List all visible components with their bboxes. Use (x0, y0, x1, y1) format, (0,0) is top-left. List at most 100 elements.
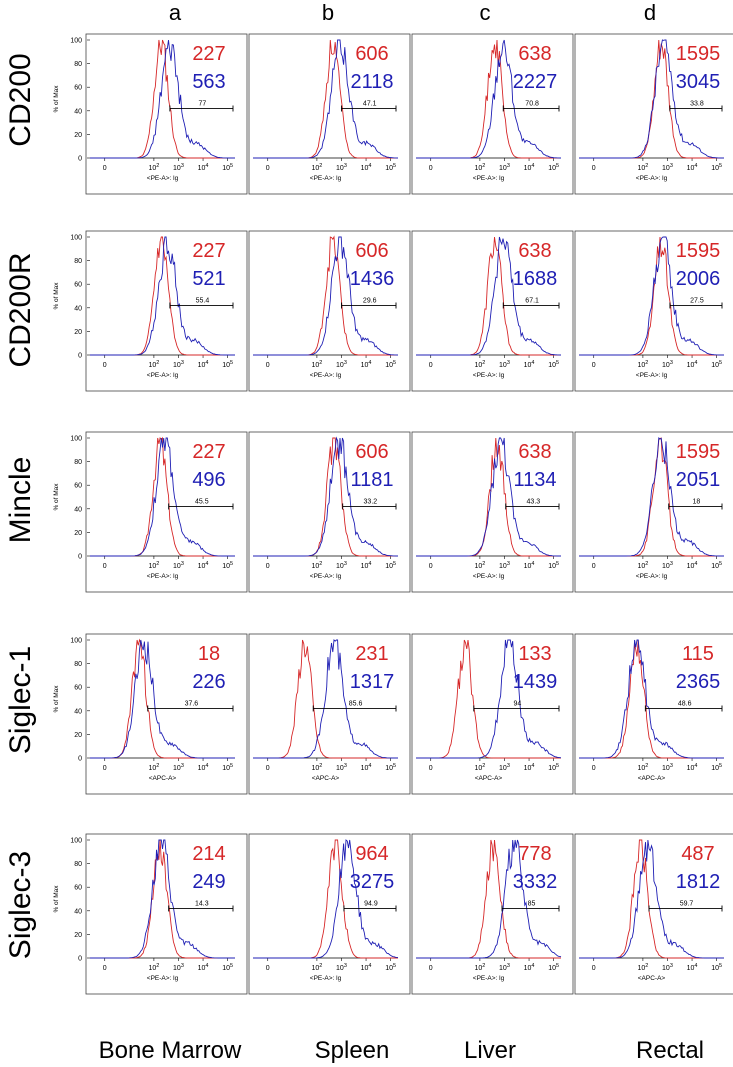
stain-histogram-line (90, 639, 235, 759)
y-tick-label: 60 (74, 85, 82, 92)
mfi-stain: 2118 (350, 71, 393, 93)
x-tick-label: 103 (499, 163, 510, 172)
y-tick-label: 100 (70, 638, 82, 645)
row-label-siglec-1: Siglec-1 (4, 646, 37, 754)
x-tick-label: 105 (548, 360, 559, 369)
x-tick-label: 0 (592, 563, 596, 570)
x-tick-label: 102 (311, 963, 322, 972)
x-tick-label: 104 (361, 963, 372, 972)
x-tick-label: 104 (524, 163, 535, 172)
x-tick-label: 105 (711, 561, 722, 570)
x-tick-label: 102 (637, 763, 648, 772)
gate-percentage: 55.4 (196, 297, 210, 304)
mfi-isotype: 214 (192, 843, 225, 865)
panel-frame (248, 633, 411, 795)
x-tick-label: 103 (499, 360, 510, 369)
mfi-isotype: 231 (355, 643, 388, 665)
mfi-isotype: 638 (518, 441, 551, 463)
mfi-isotype: 227 (192, 441, 225, 463)
gate-percentage: 47.1 (363, 100, 377, 107)
x-tick-label: 0 (266, 563, 270, 570)
y-tick-label: 40 (74, 108, 82, 115)
x-tick-label: 104 (198, 561, 209, 570)
column-letter-d: d (644, 0, 656, 25)
column-letter-a: a (169, 0, 182, 25)
panel-siglec-1-a: 0 20 40 60 80 100 % of Max 0 102 103 104 105 <APC-A>… (53, 633, 248, 795)
x-tick-label: 102 (474, 163, 485, 172)
mfi-isotype: 227 (192, 43, 225, 65)
x-tick-label: 104 (524, 763, 535, 772)
stain-histogram-line (579, 839, 724, 959)
mfi-stain: 2006 (676, 268, 721, 290)
gate-percentage: 43.3 (527, 498, 541, 505)
x-tick-label: 0 (592, 965, 596, 972)
x-tick-label: 102 (474, 360, 485, 369)
stain-histogram-line (416, 236, 561, 356)
tissue-label-spleen: Spleen (315, 1037, 390, 1064)
panel-mincle-a: 0 20 40 60 80 100 % of Max 0 102 103 104 105 <PE-A>:… (53, 431, 248, 593)
gate-percentage: 94 (513, 700, 521, 707)
y-axis-label: % of Max (53, 282, 60, 310)
x-axis-label: <PE-A>: lg (473, 573, 505, 580)
x-tick-label: 0 (266, 165, 270, 172)
x-tick-label: 102 (637, 360, 648, 369)
mfi-stain: 1181 (350, 469, 393, 491)
column-letter-b: b (322, 0, 334, 25)
x-tick-label: 0 (429, 362, 433, 369)
gate-percentage: 85 (528, 900, 536, 907)
x-tick-label: 103 (336, 360, 347, 369)
x-axis-label: <PE-A>: lg (473, 975, 505, 982)
x-tick-label: 0 (266, 965, 270, 972)
x-tick-label: 105 (385, 763, 396, 772)
stain-histogram-line (90, 236, 235, 356)
y-tick-label: 20 (74, 932, 82, 939)
x-tick-label: 103 (662, 561, 673, 570)
panel-siglec-1-d: 0 102 103 104 105 <APC-A> 48.6 115 2365 (574, 633, 733, 795)
mfi-stain: 3332 (513, 871, 558, 893)
x-tick-label: 104 (361, 163, 372, 172)
y-tick-label: 40 (74, 908, 82, 915)
x-tick-label: 103 (499, 963, 510, 972)
mfi-stain: 2051 (676, 469, 721, 491)
x-tick-label: 0 (429, 165, 433, 172)
mfi-stain: 1812 (676, 871, 721, 893)
mfi-stain: 1317 (350, 671, 395, 693)
gate-percentage: 18 (692, 498, 700, 505)
mfi-stain: 1688 (513, 268, 558, 290)
panel-frame (411, 633, 574, 795)
tissue-label-rectal: Rectal (636, 1037, 704, 1064)
x-tick-label: 0 (592, 165, 596, 172)
y-tick-label: 0 (78, 756, 82, 763)
x-tick-label: 103 (662, 763, 673, 772)
stain-histogram-line (253, 436, 398, 557)
y-tick-label: 0 (78, 353, 82, 360)
gate-percentage: 77 (199, 100, 207, 107)
x-axis-label: <PE-A>: lg (473, 372, 505, 379)
mfi-stain: 3045 (676, 71, 721, 93)
x-tick-label: 105 (711, 963, 722, 972)
x-tick-label: 0 (592, 362, 596, 369)
x-tick-label: 0 (266, 765, 270, 772)
panel-frame (411, 230, 574, 392)
gate-percentage: 37.6 (185, 700, 199, 707)
mfi-isotype: 1595 (676, 43, 721, 65)
panel-frame (85, 230, 248, 392)
x-tick-label: 103 (173, 763, 184, 772)
x-tick-label: 105 (222, 360, 233, 369)
x-tick-label: 102 (311, 163, 322, 172)
y-axis-label: % of Max (53, 85, 60, 113)
mfi-stain: 2365 (676, 671, 721, 693)
column-letters: a b c d (169, 0, 656, 25)
mfi-stain: 1439 (513, 671, 558, 693)
x-tick-label: 0 (103, 165, 107, 172)
x-tick-label: 105 (548, 763, 559, 772)
x-tick-label: 104 (687, 360, 698, 369)
x-tick-label: 102 (148, 360, 159, 369)
x-tick-label: 105 (385, 561, 396, 570)
x-axis-label: <APC-A> (312, 775, 340, 782)
y-tick-label: 80 (74, 861, 82, 868)
y-tick-label: 0 (78, 956, 82, 963)
panel-frame (248, 33, 411, 195)
y-tick-label: 100 (70, 838, 82, 845)
y-tick-label: 80 (74, 661, 82, 668)
